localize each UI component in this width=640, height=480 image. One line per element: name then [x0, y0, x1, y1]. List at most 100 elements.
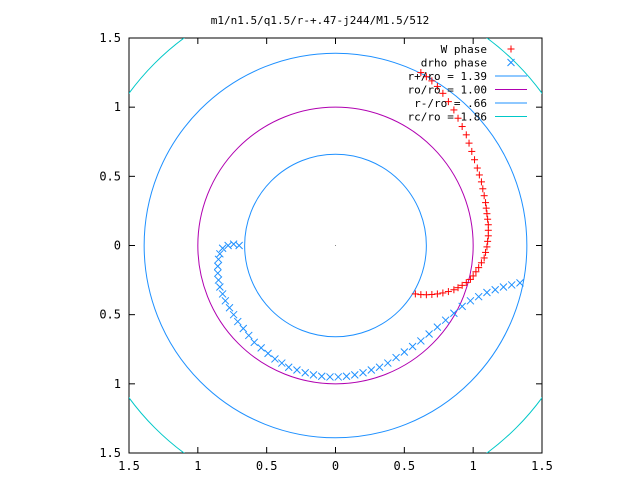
- w-phase-point: [433, 82, 441, 90]
- w-phase-point: [462, 279, 470, 287]
- w-phase-point: [428, 77, 436, 85]
- w-phase-point: [477, 259, 485, 267]
- legend-marker: [507, 45, 515, 53]
- w-phase-point: [411, 290, 419, 298]
- w-phase-point: [428, 290, 436, 298]
- drho-phase-point: [458, 302, 467, 311]
- y-tick-label: 0.5: [99, 308, 121, 322]
- drho-phase-point: [229, 310, 238, 319]
- y-tick-label: 1: [114, 100, 121, 114]
- drho-phase-point: [244, 331, 253, 340]
- x-tick-label: 1: [470, 459, 477, 473]
- y-tick-label: 0.5: [99, 169, 121, 183]
- drho-phase-point: [359, 368, 367, 377]
- x-tick-label: 0: [332, 459, 339, 473]
- drho-phase-point: [491, 285, 500, 294]
- x-tick-label: 0.5: [256, 459, 278, 473]
- drho-phase-point: [342, 372, 351, 381]
- drho-phase-point: [250, 338, 259, 347]
- drho-phase-point: [474, 292, 483, 301]
- drho-phase-point: [224, 241, 232, 250]
- w-phase-point: [444, 98, 452, 106]
- w-phase-point: [450, 106, 458, 114]
- w-phase-point: [433, 290, 441, 298]
- drho-phase-point: [383, 359, 392, 367]
- radius-circle: [143, 52, 528, 439]
- drho-phase-point: [214, 255, 223, 264]
- w-phase-point: [475, 264, 483, 272]
- w-phase-point: [482, 199, 490, 207]
- drho-phase-point: [264, 349, 272, 358]
- drho-phase-point: [516, 278, 524, 287]
- drho-phase-point: [350, 370, 359, 379]
- w-phase-point: [465, 139, 473, 147]
- w-phase-point: [444, 288, 452, 296]
- drho-phase-point: [507, 281, 516, 289]
- drho-phase-point: [392, 353, 400, 362]
- y-tick-label: 1.5: [99, 31, 121, 45]
- drho-phase-point: [317, 372, 326, 381]
- drho-phase-point: [213, 262, 222, 271]
- radius-circle: [197, 106, 474, 385]
- w-phase-point: [422, 73, 430, 81]
- drho-phase-point: [229, 240, 238, 248]
- x-tick-label: 1: [194, 459, 201, 473]
- drho-phase-point: [301, 368, 310, 377]
- x-tick-label: 0.5: [393, 459, 415, 473]
- w-phase-point: [454, 114, 462, 122]
- drho-phase-point: [425, 330, 433, 338]
- drho-phase-point: [293, 366, 301, 374]
- w-phase-point: [439, 89, 447, 97]
- drho-phase-point: [239, 324, 248, 333]
- w-phase-point: [483, 243, 491, 251]
- w-phase-point: [479, 185, 487, 193]
- origin-marker: [335, 245, 336, 246]
- y-tick-label: 1.5: [99, 446, 121, 460]
- w-phase-point: [480, 254, 488, 262]
- y-tick-label: 0: [114, 239, 121, 253]
- w-phase-point: [483, 210, 491, 218]
- drho-phase-point: [216, 283, 224, 291]
- drho-phase-point: [375, 363, 384, 372]
- w-phase-point: [484, 221, 492, 229]
- drho-phase-point: [235, 241, 243, 250]
- w-phase-point: [462, 131, 470, 139]
- drho-phase-point: [218, 290, 227, 298]
- drho-phase-point: [334, 373, 343, 381]
- w-phase-point: [475, 171, 483, 179]
- legend-label: r-/ro = .66: [414, 97, 487, 110]
- axis-tick-labels: 1.5 1 0.5 0 0.5 1 1.51.510.500.511.5: [99, 31, 553, 473]
- w-phase-point: [469, 272, 477, 280]
- drho-phase-point: [221, 296, 230, 305]
- y-tick-label: 1: [114, 377, 121, 391]
- drho-phase-point: [367, 366, 376, 374]
- legend-label: drho phase: [421, 57, 487, 70]
- legend-label: W phase: [441, 43, 487, 56]
- drho-phase-point: [400, 348, 409, 356]
- legend-label: ro/ro = 1.00: [408, 84, 487, 97]
- drho-phase-point: [466, 296, 475, 305]
- drho-phase-point: [416, 337, 425, 345]
- w-phase-point: [417, 69, 425, 77]
- w-phase-point: [458, 123, 466, 131]
- w-phase-point: [450, 286, 458, 294]
- drho-phase-point: [433, 323, 442, 331]
- radius-circles: [129, 38, 542, 453]
- drho-phase-point: [450, 309, 458, 318]
- drho-phase-point: [277, 359, 286, 367]
- drho-phase-point: [441, 316, 450, 325]
- chart-title: m1/n1.5/q1.5/r-+.47-j244/M1.5/512: [211, 14, 430, 27]
- drho-phase-point: [257, 344, 266, 352]
- drho-phase-point: [408, 342, 417, 351]
- drho-phase-point: [233, 317, 242, 326]
- w-phase-point: [473, 164, 481, 172]
- w-phase-point: [439, 289, 447, 297]
- drho-phase-point: [271, 355, 279, 363]
- w-phase-point: [480, 192, 488, 200]
- legend-marker: [507, 58, 515, 67]
- w-phase-point: [484, 215, 492, 223]
- w-phase-point: [471, 156, 479, 164]
- w-phase-point: [477, 178, 485, 186]
- drho-phase-point: [213, 269, 222, 278]
